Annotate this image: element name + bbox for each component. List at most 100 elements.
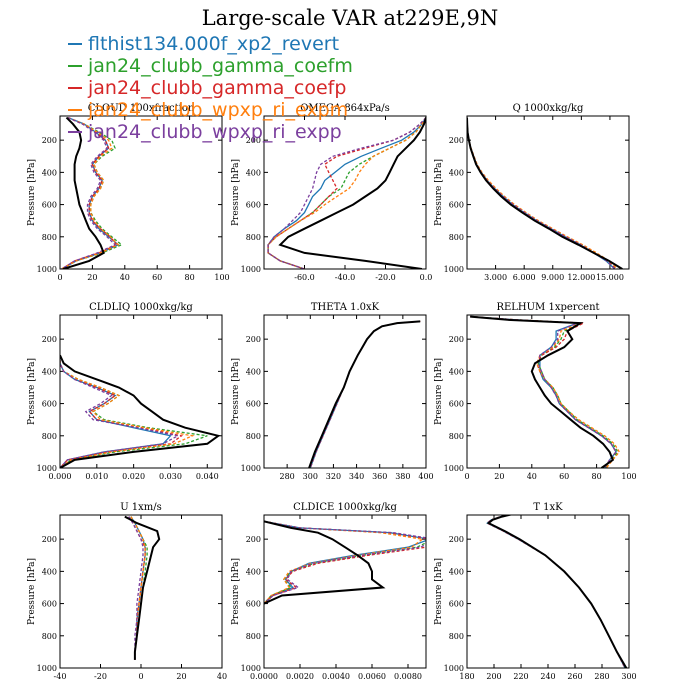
series-line: [467, 117, 616, 269]
y-tick-label: 800: [246, 233, 261, 242]
x-tick-label: 240: [540, 672, 555, 681]
y-tick-label: 1000: [444, 664, 464, 673]
y-tick-label: 600: [42, 201, 57, 210]
x-tick-label: 9.000: [541, 273, 564, 282]
panel: Q 1000xkg/kg Pressure [hPa] 200 400 600 800 10…: [434, 103, 630, 282]
x-tick-label: 0.0000: [250, 672, 278, 681]
series-line: [470, 315, 617, 468]
legend-label: jan24_clubb_wpxp_ri_expm: [88, 99, 349, 121]
y-tick-label: 1000: [444, 464, 464, 473]
panel: CLDLIQ 1000xkg/kg Pressure [hPa] 200 400 600…: [27, 302, 223, 481]
x-tick-label: 0.0060: [358, 672, 386, 681]
series-line: [486, 515, 628, 668]
series-line: [470, 315, 619, 468]
x-tick-label: 0.0040: [322, 672, 350, 681]
y-tick-label: 1000: [37, 265, 57, 274]
x-tick-label: 320: [326, 472, 341, 481]
panel: CLDICE 1000xkg/kg Pressure [hPa] 200 400 600…: [231, 502, 427, 681]
y-axis-label: Pressure [hPa]: [27, 358, 37, 425]
x-tick-label: 40: [120, 273, 130, 282]
series-line: [267, 117, 426, 269]
x-tick-label: 280: [280, 472, 295, 481]
series-line: [264, 520, 426, 605]
legend-label: flthist134.000f_xp2_revert: [88, 33, 340, 55]
y-tick-label: 600: [246, 201, 261, 210]
y-tick-label: 400: [246, 367, 261, 376]
y-tick-label: 1000: [241, 664, 261, 673]
x-tick-label: 15.000: [596, 273, 624, 282]
y-tick-label: 200: [42, 535, 57, 544]
x-tick-label: 0.0020: [286, 672, 314, 681]
x-tick-label: 12.000: [567, 273, 595, 282]
x-tick-label: -40: [54, 672, 67, 681]
x-tick-label: 6.000: [513, 273, 536, 282]
series-line: [128, 516, 144, 660]
legend-label: jan24_clubb_wpxp_ri_expp: [88, 121, 342, 143]
series-line: [267, 117, 426, 269]
series-line: [61, 116, 120, 269]
legend-item: flthist134.000f_xp2_revert: [68, 33, 353, 55]
x-tick-label: 100: [214, 273, 229, 282]
x-tick-label: 300: [303, 472, 318, 481]
x-tick-label: -40.0: [335, 273, 356, 282]
y-tick-label: 1000: [37, 464, 57, 473]
series-line: [264, 520, 426, 605]
panel-frame: [263, 314, 427, 469]
legend: flthist134.000f_xp2_revert jan24_clubb_g…: [68, 33, 353, 143]
legend-swatch: [68, 131, 82, 133]
panel-title: Q 1000xkg/kg: [513, 103, 584, 114]
panel-title: CLDICE 1000xkg/kg: [293, 502, 397, 513]
series-line: [467, 117, 623, 269]
panel-frame: [59, 314, 223, 469]
panel-title: THETA 1.0xK: [311, 302, 380, 313]
panel-frame: [263, 115, 427, 270]
panel: OMEGA 864xPa/s Pressure [hPa] 200 400 600 800…: [231, 103, 432, 282]
y-tick-label: 200: [42, 136, 57, 145]
x-tick-label: 80: [592, 472, 602, 481]
y-axis-label: Pressure [hPa]: [231, 358, 241, 425]
y-tick-label: 600: [449, 600, 464, 609]
series-line: [467, 117, 618, 269]
series-line: [486, 515, 626, 668]
y-axis-label: Pressure [hPa]: [434, 358, 444, 425]
x-tick-label: -20: [94, 672, 107, 681]
x-tick-label: -20.0: [375, 273, 396, 282]
legend-swatch: [68, 87, 82, 89]
legend-label: jan24_clubb_gamma_coefp: [88, 77, 347, 99]
y-tick-label: 600: [42, 600, 57, 609]
y-tick-label: 400: [42, 567, 57, 576]
x-tick-label: 100: [621, 472, 636, 481]
series-line: [130, 516, 146, 660]
series-line: [267, 117, 426, 269]
y-tick-label: 200: [246, 535, 261, 544]
legend-swatch: [68, 65, 82, 67]
y-tick-label: 1000: [241, 265, 261, 274]
panel-frame: [466, 314, 630, 469]
y-tick-label: 400: [246, 567, 261, 576]
y-axis-label: Pressure [hPa]: [434, 558, 444, 625]
series-line: [467, 117, 619, 269]
legend-item: jan24_clubb_wpxp_ri_expm: [68, 99, 353, 121]
x-tick-label: 60: [559, 472, 569, 481]
panel-title: RELHUM 1xpercent: [496, 302, 599, 313]
y-tick-label: 400: [42, 367, 57, 376]
x-tick-label: 20: [176, 672, 186, 681]
x-tick-label: 60: [152, 273, 162, 282]
series-line: [60, 355, 180, 468]
legend-swatch: [68, 43, 82, 45]
y-tick-label: 800: [449, 432, 464, 441]
x-tick-label: 40: [527, 472, 537, 481]
panel-frame: [466, 115, 630, 270]
series-line: [470, 315, 621, 468]
series-line: [62, 116, 105, 269]
y-tick-label: 600: [42, 400, 57, 409]
x-tick-label: 180: [459, 672, 474, 681]
y-tick-label: 600: [246, 600, 261, 609]
x-tick-label: 0.020: [122, 472, 145, 481]
x-tick-label: 0: [57, 273, 62, 282]
series-line: [308, 320, 421, 468]
y-axis-label: Pressure [hPa]: [231, 159, 241, 226]
